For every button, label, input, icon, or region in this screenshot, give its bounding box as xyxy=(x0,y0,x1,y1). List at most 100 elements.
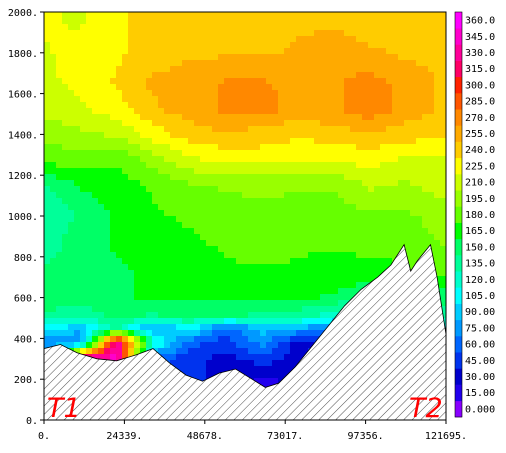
field-cell xyxy=(272,378,279,385)
field-cell xyxy=(86,30,93,37)
field-cell xyxy=(224,312,231,319)
field-cell xyxy=(350,30,357,37)
field-cell xyxy=(422,168,429,175)
field-cell xyxy=(86,192,93,199)
field-cell xyxy=(92,174,99,181)
field-cell xyxy=(434,120,441,127)
field-cell xyxy=(272,252,279,259)
field-cell xyxy=(320,144,327,151)
field-cell xyxy=(410,120,417,127)
field-cell xyxy=(428,198,435,205)
field-cell xyxy=(80,96,87,103)
field-cell xyxy=(260,372,267,379)
field-cell xyxy=(140,30,147,37)
field-cell xyxy=(80,102,87,109)
field-cell xyxy=(410,12,417,19)
field-cell xyxy=(332,126,339,133)
field-cell xyxy=(98,276,105,283)
field-cell xyxy=(338,138,345,145)
field-cell xyxy=(218,192,225,199)
field-cell xyxy=(80,258,87,265)
field-cell xyxy=(188,96,195,103)
field-cell xyxy=(50,276,57,283)
field-cell xyxy=(44,258,51,265)
field-cell xyxy=(158,132,165,139)
field-cell xyxy=(212,174,219,181)
field-cell xyxy=(44,144,51,151)
field-cell xyxy=(188,192,195,199)
field-cell xyxy=(182,168,189,175)
field-cell xyxy=(254,228,261,235)
field-cell xyxy=(278,294,285,301)
field-cell xyxy=(332,282,339,289)
field-cell xyxy=(140,156,147,163)
field-cell xyxy=(92,24,99,31)
field-cell xyxy=(422,144,429,151)
field-cell xyxy=(248,72,255,79)
field-cell xyxy=(194,12,201,19)
field-cell xyxy=(266,120,273,127)
field-cell xyxy=(236,36,243,43)
field-cell xyxy=(224,210,231,217)
field-cell xyxy=(194,228,201,235)
field-cell xyxy=(284,156,291,163)
field-cell xyxy=(272,210,279,217)
field-cell xyxy=(62,276,69,283)
field-cell xyxy=(152,222,159,229)
field-cell xyxy=(320,210,327,217)
field-cell xyxy=(296,288,303,295)
field-cell xyxy=(80,216,87,223)
field-cell xyxy=(296,246,303,253)
field-cell xyxy=(176,96,183,103)
field-cell xyxy=(440,270,446,277)
field-cell xyxy=(272,282,279,289)
field-cell xyxy=(326,216,333,223)
field-cell xyxy=(440,264,446,271)
field-cell xyxy=(362,84,369,91)
field-cell xyxy=(140,132,147,139)
field-cell xyxy=(320,240,327,247)
field-cell xyxy=(236,246,243,253)
field-cell xyxy=(332,258,339,265)
field-cell xyxy=(92,222,99,229)
field-cell xyxy=(338,18,345,25)
field-cell xyxy=(218,96,225,103)
field-cell xyxy=(380,204,387,211)
field-cell xyxy=(182,96,189,103)
field-cell xyxy=(320,12,327,19)
field-cell xyxy=(218,144,225,151)
field-cell xyxy=(242,120,249,127)
field-cell xyxy=(104,174,111,181)
field-cell xyxy=(200,66,207,73)
field-cell xyxy=(200,84,207,91)
field-cell xyxy=(368,18,375,25)
field-cell xyxy=(206,372,213,379)
field-cell xyxy=(110,138,117,145)
field-cell xyxy=(50,258,57,265)
field-cell xyxy=(68,78,75,85)
field-cell xyxy=(104,306,111,313)
field-cell xyxy=(188,330,195,337)
field-cell xyxy=(386,240,393,247)
field-cell xyxy=(338,108,345,115)
field-cell xyxy=(230,144,237,151)
field-cell xyxy=(116,114,123,121)
field-cell xyxy=(206,168,213,175)
field-cell xyxy=(140,114,147,121)
field-cell xyxy=(440,168,446,175)
field-cell xyxy=(416,210,423,217)
field-cell xyxy=(380,264,387,271)
field-cell xyxy=(338,222,345,229)
field-cell xyxy=(68,306,75,313)
field-cell xyxy=(110,198,117,205)
field-cell xyxy=(290,360,297,367)
field-cell xyxy=(152,12,159,19)
field-cell xyxy=(62,264,69,271)
field-cell xyxy=(320,306,327,313)
field-cell xyxy=(116,186,123,193)
field-cell xyxy=(110,234,117,241)
field-cell xyxy=(134,324,141,331)
field-cell xyxy=(236,192,243,199)
field-cell xyxy=(44,66,51,73)
field-cell xyxy=(176,354,183,361)
